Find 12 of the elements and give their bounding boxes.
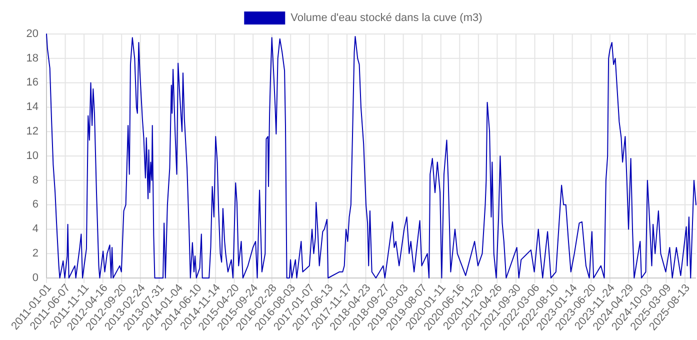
y-tick-label: 16 — [26, 76, 38, 89]
y-tick-label: 10 — [26, 150, 38, 162]
y-tick-label: 14 — [26, 101, 38, 114]
y-tick-label: 8 — [32, 174, 38, 186]
y-tick-label: 2 — [32, 248, 38, 260]
legend-label: Volume d'eau stocké dans la cuve (m3) — [290, 12, 482, 24]
y-tick-label: 0 — [32, 272, 38, 284]
y-tick-label: 6 — [32, 198, 38, 211]
y-tick-label: 4 — [32, 223, 38, 236]
y-tick-label: 20 — [26, 28, 38, 40]
y-tick-label: 18 — [26, 52, 38, 64]
y-tick-label: 12 — [26, 126, 38, 138]
